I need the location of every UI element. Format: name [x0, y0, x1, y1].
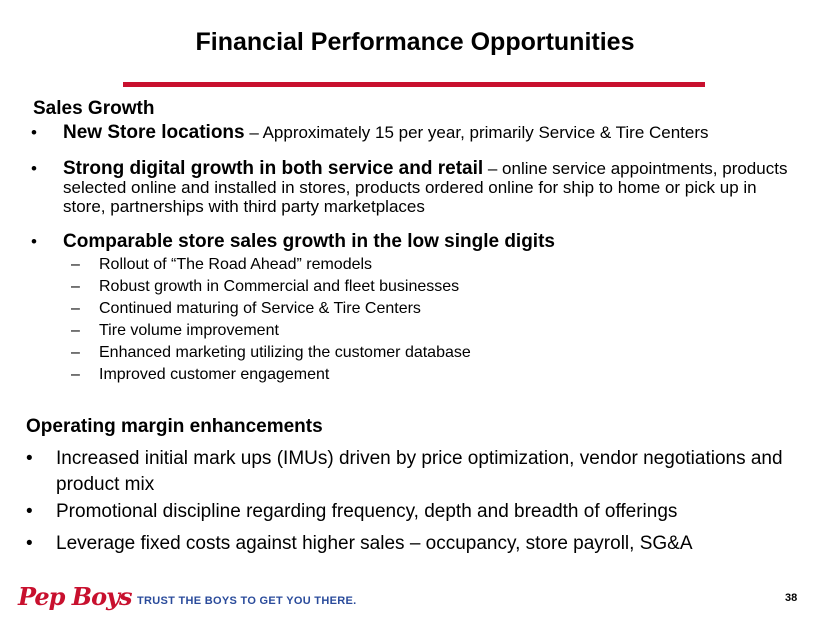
slide-title: Financial Performance Opportunities: [195, 28, 635, 56]
sub-bullet-text: Improved customer engagement: [99, 366, 330, 383]
bullet-dot: •: [31, 159, 37, 178]
sub-bullet-text: Enhanced marketing utilizing the custome…: [99, 344, 471, 361]
margin-bullet-3: • Leverage fixed costs against higher sa…: [26, 531, 796, 557]
margin-bullet-text: Promotional discipline regarding frequen…: [56, 501, 678, 522]
bullet-dot: •: [26, 533, 33, 554]
sales-bullet-1-bold: New Store locations: [63, 122, 245, 143]
margin-bullet-2: • Promotional discipline regarding frequ…: [26, 499, 796, 525]
title-divider: [123, 82, 705, 87]
sales-bullet-1: • New Store locations – Approximately 15…: [31, 122, 803, 143]
sub-bullet: – Robust growth in Commercial and fleet b…: [71, 278, 460, 295]
sub-bullet-text: Rollout of “The Road Ahead” remodels: [99, 256, 373, 273]
footer-tagline: TRUST THE BOYS TO GET YOU THERE.: [137, 595, 357, 607]
bullet-dot: •: [26, 501, 33, 522]
margin-bullet-text: Increased initial mark ups (IMUs) driven…: [56, 448, 783, 495]
sub-bullet-text: Robust growth in Commercial and fleet bu…: [99, 278, 460, 295]
operating-margin-heading: Operating margin enhancements: [26, 416, 323, 437]
sales-bullet-3-bold: Comparable store sales growth in the low…: [63, 231, 555, 252]
pep-boys-logo: Pep Boys: [18, 582, 133, 611]
sub-bullet: – Continued maturing of Service & Tire Ce…: [71, 300, 421, 317]
sub-bullet-text: Tire volume improvement: [99, 322, 279, 339]
sub-bullet: – Improved customer engagement: [71, 366, 330, 383]
page-number: 38: [785, 592, 798, 604]
sub-bullet-text: Continued maturing of Service & Tire Cen…: [99, 300, 421, 317]
bullet-dot: •: [26, 448, 33, 469]
sales-bullet-2-bold: Strong digital growth in both service an…: [63, 158, 484, 179]
bullet-dot: •: [31, 232, 37, 251]
sub-bullet: – Rollout of “The Road Ahead” remodels: [71, 256, 373, 273]
sales-bullet-1-text: – Approximately 15 per year, primarily S…: [244, 123, 709, 142]
margin-bullet-1: • Increased initial mark ups (IMUs) driv…: [26, 446, 796, 498]
sub-bullet: – Tire volume improvement: [71, 322, 279, 339]
sales-bullet-2: • Strong digital growth in both service …: [31, 158, 803, 216]
margin-bullet-text: Leverage fixed costs against higher sale…: [56, 533, 693, 554]
sales-growth-heading: Sales Growth: [33, 98, 155, 119]
sub-bullet: – Enhanced marketing utilizing the custom…: [71, 344, 471, 361]
sales-bullet-2-text: – online service appointments, products …: [63, 159, 788, 216]
sales-bullet-3: • Comparable store sales growth in the l…: [31, 231, 803, 252]
bullet-dot: •: [31, 123, 37, 142]
